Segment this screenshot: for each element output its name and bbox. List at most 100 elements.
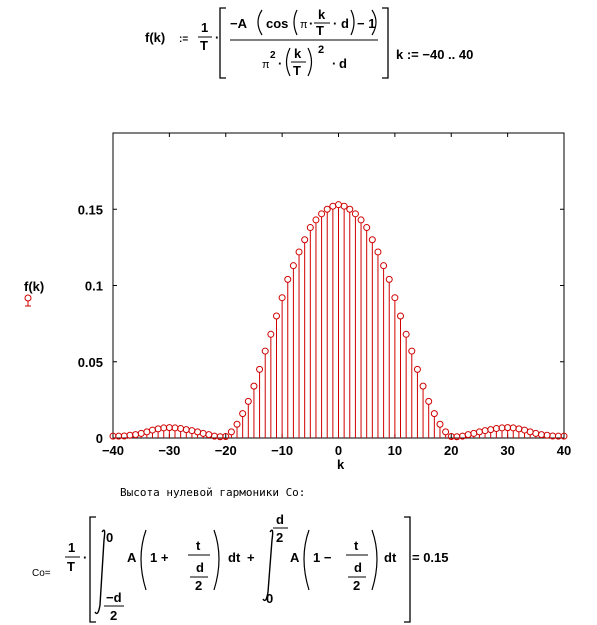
T: T — [293, 63, 301, 78]
data-point — [470, 429, 478, 437]
one-minus: 1 − — [313, 550, 332, 565]
data-point — [295, 248, 303, 256]
data-point — [143, 428, 151, 436]
assign-operator: := — [179, 34, 188, 45]
legend-marker-icon — [24, 294, 32, 307]
data-point — [543, 431, 551, 439]
paren — [257, 9, 263, 36]
paren — [140, 529, 147, 591]
data-point — [222, 432, 230, 440]
data-point — [521, 426, 529, 434]
d: d — [196, 560, 204, 575]
lower-limit-denom: 2 — [110, 608, 117, 623]
stem-plot: 00.050.10.15 −40 −30 −20 −10 0 10 20 30 40 f(k) … — [24, 132, 571, 472]
one-plus: 1 + — [150, 550, 169, 565]
range-definition: k := −40 .. 40 — [396, 47, 473, 62]
data-point — [442, 428, 450, 436]
T: T — [316, 23, 324, 38]
data-point — [413, 365, 421, 373]
data-point — [284, 275, 292, 283]
dot: · — [83, 550, 87, 565]
data-point — [318, 210, 326, 218]
upper-limit-2: 2 — [276, 530, 283, 545]
pi-squared: π — [262, 59, 270, 71]
y-tick-label: 0.1 — [85, 279, 103, 294]
data-point — [329, 202, 337, 210]
cos: cos — [266, 16, 288, 31]
data-point — [148, 426, 156, 434]
data-point — [504, 424, 512, 432]
data-point — [171, 424, 179, 432]
paren — [307, 47, 313, 77]
dt: dt — [384, 550, 397, 565]
two: 2 — [353, 578, 360, 593]
right-bracket — [382, 7, 389, 79]
data-point — [374, 248, 382, 256]
d: d — [341, 16, 349, 31]
data-point — [492, 425, 500, 433]
data-point — [250, 382, 258, 390]
x-tick-label: 10 — [388, 443, 402, 458]
data-point — [194, 428, 202, 436]
data-point — [289, 262, 297, 270]
co-label: Co= — [32, 568, 51, 579]
x-tick-label: 0 — [335, 443, 342, 458]
y-tick-label: 0.15 — [78, 202, 103, 217]
y-axis: 0 0.05 0.1 0.15 — [78, 202, 564, 446]
dt: dt — [228, 550, 241, 565]
x-tick-label: −20 — [215, 443, 237, 458]
data-point — [177, 425, 185, 433]
data-point — [487, 426, 495, 434]
data-point — [560, 432, 568, 440]
data-point — [430, 410, 438, 418]
data-point — [335, 201, 342, 209]
t: t — [196, 538, 201, 553]
data-point — [239, 410, 247, 418]
data-point — [340, 202, 348, 210]
x-tick-label: 40 — [557, 443, 571, 458]
data-point — [346, 205, 354, 213]
co-result: = 0.15 — [412, 550, 449, 565]
data-point — [160, 424, 168, 432]
A: A — [290, 550, 300, 565]
paren — [371, 529, 378, 591]
note-text: Высота нулевой гармоники Co: — [120, 486, 306, 499]
data-point — [481, 427, 489, 435]
x-tick-label: −30 — [158, 443, 180, 458]
k: k — [318, 7, 326, 22]
paren — [213, 529, 220, 591]
x-tick-label: −40 — [102, 443, 124, 458]
upper-limit: 0 — [106, 530, 113, 545]
data-point — [385, 275, 393, 283]
co-one: 1 — [68, 540, 75, 555]
integral-sign-icon — [94, 529, 106, 615]
integral-sign-icon — [262, 529, 274, 602]
lower-limit: −d — [106, 590, 122, 605]
paren — [350, 9, 355, 36]
data-point — [205, 431, 213, 439]
data-point — [323, 205, 331, 213]
function-name: f(k) — [145, 30, 165, 45]
data-point — [436, 420, 444, 428]
one: 1 — [201, 20, 208, 35]
data-point — [301, 236, 309, 244]
paren — [293, 9, 298, 36]
data-point — [278, 294, 286, 302]
numerator-A: −A — [230, 16, 248, 31]
t: t — [354, 538, 359, 553]
x-axis: −40 −30 −20 −10 0 10 20 30 40 — [102, 133, 571, 458]
data-point — [244, 397, 252, 405]
dot: · — [309, 16, 313, 31]
data-point — [272, 312, 280, 320]
x-tick-label: 30 — [500, 443, 514, 458]
minus-one: − 1 — [357, 16, 375, 31]
data-point — [391, 294, 399, 302]
dot: · — [215, 30, 219, 45]
T: T — [200, 38, 208, 53]
data-point — [261, 347, 269, 355]
data-point — [351, 210, 359, 218]
exp: 2 — [270, 50, 276, 61]
left-bracket — [219, 7, 226, 79]
data-point — [357, 216, 365, 224]
upper-limit-d: d — [276, 512, 284, 527]
